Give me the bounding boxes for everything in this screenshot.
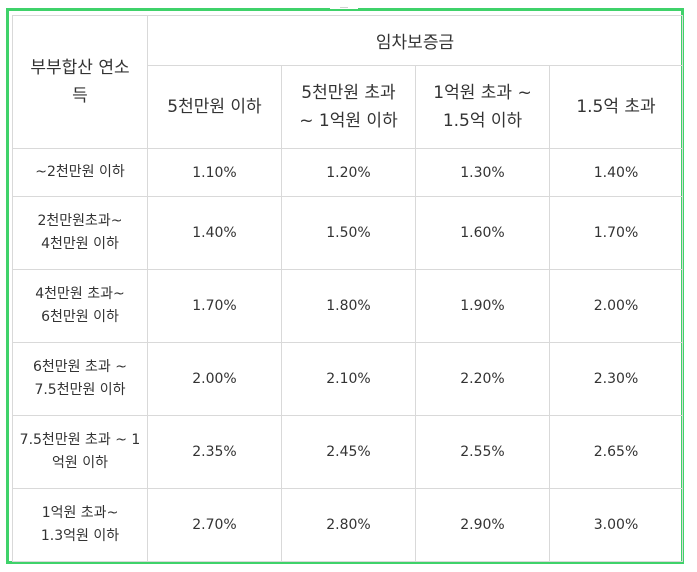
row-label: 1억원 초과~ 1.3억원 이하 bbox=[12, 488, 148, 562]
column-header: 1억원 초과 ~ 1.5억 이하 bbox=[415, 65, 550, 149]
column-header: 5천만원 이하 bbox=[147, 65, 282, 149]
rate-cell: 2.80% bbox=[281, 488, 416, 562]
table-row: 2천만원초과~ 4천만원 이하 1.40% 1.50% 1.60% 1.70% bbox=[12, 196, 684, 270]
table-row: 1억원 초과~ 1.3억원 이하 2.70% 2.80% 2.90% 3.00% bbox=[12, 488, 684, 562]
rate-cell: 1.80% bbox=[281, 269, 416, 343]
rate-cell: 2.00% bbox=[548, 269, 684, 343]
rate-cell: 3.00% bbox=[548, 488, 684, 562]
rate-cell: 2.00% bbox=[147, 342, 282, 416]
row-label: ~2천만원 이하 bbox=[12, 148, 148, 197]
rate-cell: 1.70% bbox=[147, 269, 282, 343]
table-row: 4천만원 초과~ 6천만원 이하 1.70% 1.80% 1.90% 2.00% bbox=[12, 269, 684, 343]
table-row: 6천만원 초과 ~ 7.5천만원 이하 2.00% 2.10% 2.20% 2.… bbox=[12, 342, 684, 416]
rate-cell: 1.70% bbox=[548, 196, 684, 270]
table-row: 7.5천만원 초과 ~ 1억원 이하 2.35% 2.45% 2.55% 2.6… bbox=[12, 415, 684, 489]
rate-cell: 1.40% bbox=[147, 196, 282, 270]
row-label: 6천만원 초과 ~ 7.5천만원 이하 bbox=[12, 342, 148, 416]
frame-notch bbox=[330, 0, 358, 9]
group-header-deposit: 임차보증금 bbox=[146, 15, 684, 66]
rate-cell: 1.10% bbox=[147, 148, 282, 197]
row-label: 7.5천만원 초과 ~ 1억원 이하 bbox=[12, 415, 148, 489]
interest-rate-table: 부부합산 연소득 임차보증금 5천만원 이하 5천만원 초과 ~ 1억원 이하 … bbox=[12, 15, 684, 562]
rate-cell: 2.45% bbox=[281, 415, 416, 489]
rate-cell: 2.30% bbox=[548, 342, 684, 416]
rate-cell: 1.60% bbox=[415, 196, 550, 270]
rate-cell: 2.65% bbox=[548, 415, 684, 489]
rate-cell: 1.90% bbox=[415, 269, 550, 343]
rate-cell: 2.55% bbox=[415, 415, 550, 489]
row-label: 2천만원초과~ 4천만원 이하 bbox=[12, 196, 148, 270]
column-header: 5천만원 초과 ~ 1억원 이하 bbox=[281, 65, 416, 149]
table-row: ~2천만원 이하 1.10% 1.20% 1.30% 1.40% bbox=[12, 148, 684, 197]
row-label: 4천만원 초과~ 6천만원 이하 bbox=[12, 269, 148, 343]
rate-cell: 2.35% bbox=[147, 415, 282, 489]
rate-cell: 1.20% bbox=[281, 148, 416, 197]
rate-cell: 2.10% bbox=[281, 342, 416, 416]
corner-header-income: 부부합산 연소득 bbox=[12, 15, 148, 149]
column-header: 1.5억 초과 bbox=[548, 65, 684, 149]
rate-cell: 1.30% bbox=[415, 148, 550, 197]
rate-cell: 2.70% bbox=[147, 488, 282, 562]
rate-cell: 2.90% bbox=[415, 488, 550, 562]
rate-cell: 1.50% bbox=[281, 196, 416, 270]
rate-cell: 2.20% bbox=[415, 342, 550, 416]
rate-cell: 1.40% bbox=[548, 148, 684, 197]
